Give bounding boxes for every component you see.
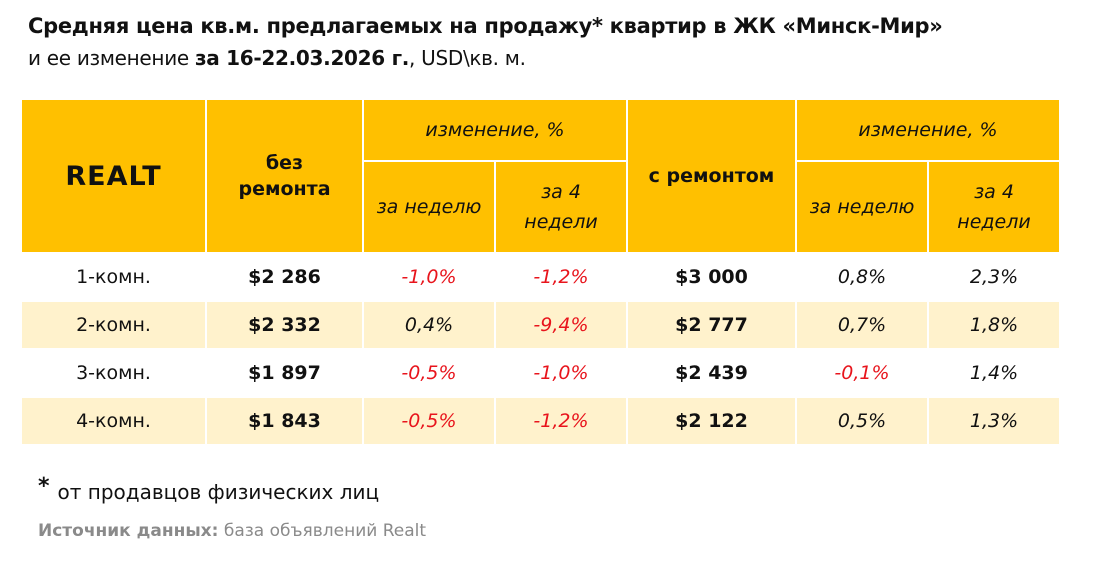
room-type: 3-комн.: [76, 362, 151, 384]
price-with-repair: $3 000: [675, 266, 748, 288]
four-week-change-with-repair: 2,3%: [969, 266, 1019, 288]
price-without-repair: $1 843: [207, 398, 362, 444]
week-change-without-repair: -0,5%: [401, 362, 457, 384]
subtitle-prefix: и ее изменение: [28, 46, 195, 70]
four-week-change-with-repair: 1,8%: [929, 302, 1059, 348]
week-change-with-repair: -0,1%: [834, 362, 890, 384]
source-note: Источник данных: база объявлений Realt: [38, 521, 426, 541]
realt-logo: REALT: [22, 100, 205, 252]
room-type: 4-комн.: [22, 398, 205, 444]
table-row: 1-комн. $2 286 -1,0% -1,2% $3 000 0,8% 2,3%: [22, 254, 1059, 300]
header-four-weeks: за 4 недели: [496, 162, 626, 252]
header-week: за неделю: [797, 162, 927, 252]
four-week-change-with-repair: 1,3%: [929, 398, 1059, 444]
footnote-text: от продавцов физических лиц: [57, 480, 380, 504]
table-row: 3-комн. $1 897 -0,5% -1,0% $2 439 -0,1% 1,4%: [22, 350, 1059, 396]
price-without-repair: $2 286: [248, 266, 321, 288]
header-with-repair: с ремонтом: [628, 100, 795, 252]
week-change-without-repair: 0,4%: [364, 302, 494, 348]
table-row: 4-комн. $1 843 -0,5% -1,2% $2 122 0,5% 1,3%: [22, 398, 1059, 444]
logo-text: REALT: [65, 160, 162, 192]
room-type: 1-комн.: [76, 266, 151, 288]
price-without-repair: $1 897: [248, 362, 321, 384]
four-week-change-without-repair: -1,0%: [533, 362, 589, 384]
week-change-without-repair: -1,0%: [401, 266, 457, 288]
room-type: 2-комн.: [22, 302, 205, 348]
table-row: 2-комн. $2 332 0,4% -9,4% $2 777 0,7% 1,8%: [22, 302, 1059, 348]
page-subtitle: и ее изменение за 16-22.03.2026 г., USD\…: [28, 46, 526, 70]
price-with-repair: $2 777: [628, 302, 795, 348]
footnote: * от продавцов физических лиц: [38, 474, 379, 504]
subtitle-suffix: , USD\кв. м.: [409, 46, 526, 70]
price-with-repair: $2 122: [628, 398, 795, 444]
four-week-change-with-repair: 1,4%: [969, 362, 1019, 384]
price-with-repair: $2 439: [675, 362, 748, 384]
four-week-change-without-repair: -1,2%: [533, 266, 589, 288]
header-change-no-repair: изменение, %: [364, 100, 626, 160]
source-label: Источник данных:: [38, 521, 219, 541]
header-change-repair: изменение, %: [797, 100, 1059, 160]
page-title: Средняя цена кв.м. предлагаемых на прода…: [28, 14, 943, 38]
header-week: за неделю: [364, 162, 494, 252]
week-change-without-repair: -0,5%: [364, 398, 494, 444]
week-change-with-repair: 0,7%: [797, 302, 927, 348]
source-text: база объявлений Realt: [218, 521, 427, 541]
price-without-repair: $2 332: [207, 302, 362, 348]
week-change-with-repair: 0,5%: [797, 398, 927, 444]
subtitle-period: за 16-22.03.2026 г.: [194, 46, 410, 70]
header-four-weeks: за 4 недели: [929, 162, 1059, 252]
footnote-mark: *: [38, 474, 50, 499]
four-week-change-without-repair: -1,2%: [496, 398, 626, 444]
header-without-repair: без ремонта: [207, 100, 362, 252]
week-change-with-repair: 0,8%: [837, 266, 887, 288]
price-table: REALT без ремонта изменение, % с ремонто…: [20, 98, 1061, 446]
four-week-change-without-repair: -9,4%: [496, 302, 626, 348]
